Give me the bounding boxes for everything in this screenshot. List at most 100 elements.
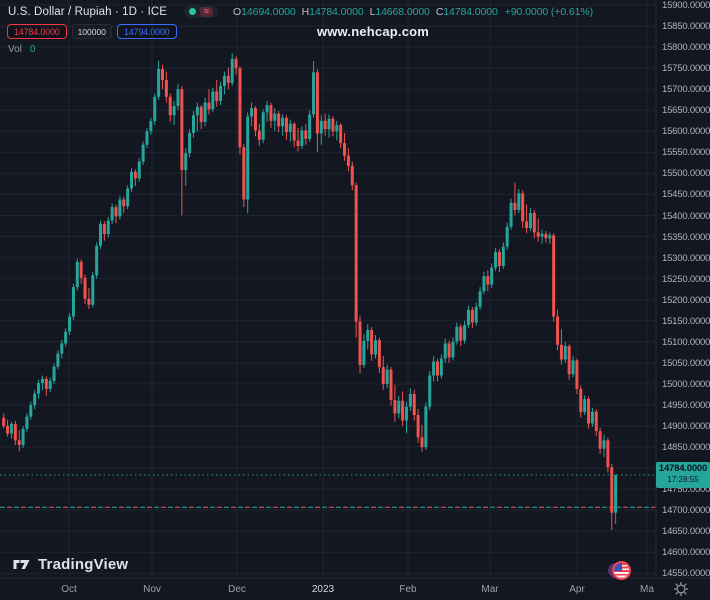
candle-body	[559, 344, 563, 360]
candle-body	[401, 400, 405, 421]
candle-body	[474, 306, 478, 323]
price-axis-label: 14750.0000	[662, 484, 710, 496]
tradingview-logo-text: TradingView	[38, 556, 129, 573]
candle-body	[184, 153, 188, 171]
symbol-title[interactable]: U.S. Dollar / Rupiah · 1D · ICE	[8, 5, 168, 18]
us-flag-icon	[612, 561, 631, 580]
candle-body	[157, 68, 161, 97]
ohlc-readout: O 14694.0000 H 14784.0000 L 14668.0000 C 147…	[233, 6, 593, 18]
candle-body	[230, 58, 234, 83]
candle-body	[346, 155, 350, 166]
candle-body	[432, 361, 436, 376]
candle-body	[52, 366, 56, 381]
candle-body	[60, 343, 64, 354]
candle-body	[610, 467, 614, 513]
sell-button[interactable]: 14784.0000	[7, 24, 67, 39]
price-axis-label: 14550.0000	[662, 568, 710, 580]
candle-body	[13, 423, 17, 441]
candle-body	[75, 261, 79, 288]
candle-body	[435, 361, 439, 376]
price-axis-label: 15150.0000	[662, 315, 710, 327]
candle-body	[343, 143, 347, 156]
candle-body	[195, 106, 199, 116]
candle-body	[463, 324, 467, 341]
candle-body	[87, 298, 91, 305]
price-axis-label: 14950.0000	[662, 399, 710, 411]
price-axis-label: 15450.0000	[662, 189, 710, 201]
candle-body	[79, 261, 83, 278]
candle-body	[385, 369, 389, 384]
volume-label[interactable]: Vol	[8, 44, 22, 55]
candle-body	[509, 202, 513, 227]
market-status-toggle[interactable]: ≈	[184, 5, 219, 18]
price-axis-label: 15550.0000	[662, 147, 710, 159]
candle-body	[168, 96, 172, 116]
candle-body	[48, 380, 52, 389]
candle-body	[246, 116, 250, 200]
high-label: H	[301, 5, 310, 18]
candle-body	[408, 394, 412, 407]
candle-body	[323, 120, 327, 130]
candle-body	[358, 321, 362, 365]
candle-body	[567, 346, 571, 375]
candle-body	[366, 330, 370, 341]
candle-body	[420, 437, 424, 448]
time-axis-label: Mar	[481, 584, 499, 595]
candle-body	[497, 252, 501, 267]
candle-body	[130, 171, 134, 189]
chart-legend: U.S. Dollar / Rupiah · 1D · ICE ≈ O 14694…	[8, 4, 593, 19]
candle-body	[292, 123, 296, 141]
us-flag-event-icon[interactable]	[608, 561, 631, 581]
candle-body	[525, 221, 529, 229]
candle-body	[269, 105, 273, 121]
price-axis-label: 15850.0000	[662, 21, 710, 33]
candle-body	[25, 416, 29, 429]
candle-body	[494, 252, 498, 268]
close-value: 14784.0000	[443, 5, 498, 18]
candle-body	[222, 75, 226, 86]
candle-body	[354, 185, 358, 322]
candle-body	[350, 165, 354, 186]
price-axis[interactable]: 15900.0000 15850.0000 15800.0000 15750.0000…	[656, 0, 710, 580]
candle-body	[455, 326, 459, 342]
candle-body	[319, 120, 323, 134]
candle-body	[521, 193, 525, 222]
candle-body	[590, 411, 594, 424]
candle-body	[145, 131, 149, 145]
candle-body	[362, 340, 366, 365]
candle-body	[528, 212, 532, 229]
price-axis-label: 14900.0000	[662, 421, 710, 432]
candle-body	[393, 399, 397, 414]
candle-body	[160, 68, 164, 80]
watermark: www.nehcap.com	[316, 24, 430, 39]
tradingview-logo[interactable]: TradingView	[13, 556, 128, 573]
candle-body	[207, 102, 211, 110]
candle-body	[439, 358, 443, 376]
candle-body	[575, 360, 579, 389]
candle-body	[304, 130, 308, 139]
candle-body	[486, 276, 490, 285]
candle-body	[466, 309, 470, 325]
settings-gear-icon[interactable]	[673, 581, 689, 597]
volume-legend: Vol 0	[8, 44, 35, 55]
candle-body	[149, 121, 153, 132]
quantity-field[interactable]: 100000	[71, 24, 112, 39]
candle-body	[544, 234, 548, 239]
time-axis[interactable]: Oct Nov Dec 2023 Feb Mar Apr Ma	[0, 578, 710, 600]
candle-body	[552, 235, 556, 317]
buy-button[interactable]: 14794.0000	[116, 24, 177, 39]
candle-body	[374, 340, 378, 355]
candle-body	[71, 287, 75, 317]
candle-body	[164, 79, 168, 97]
candle-body	[21, 428, 25, 445]
candle-body	[265, 105, 269, 113]
candle-body	[9, 423, 13, 434]
candle-body	[482, 276, 486, 292]
candle-body	[17, 440, 21, 445]
candle-body	[505, 226, 509, 247]
candle-body	[377, 340, 381, 368]
price-axis-label: 15750.0000	[662, 63, 710, 75]
candle-body	[2, 417, 6, 426]
candle-body	[91, 275, 95, 305]
